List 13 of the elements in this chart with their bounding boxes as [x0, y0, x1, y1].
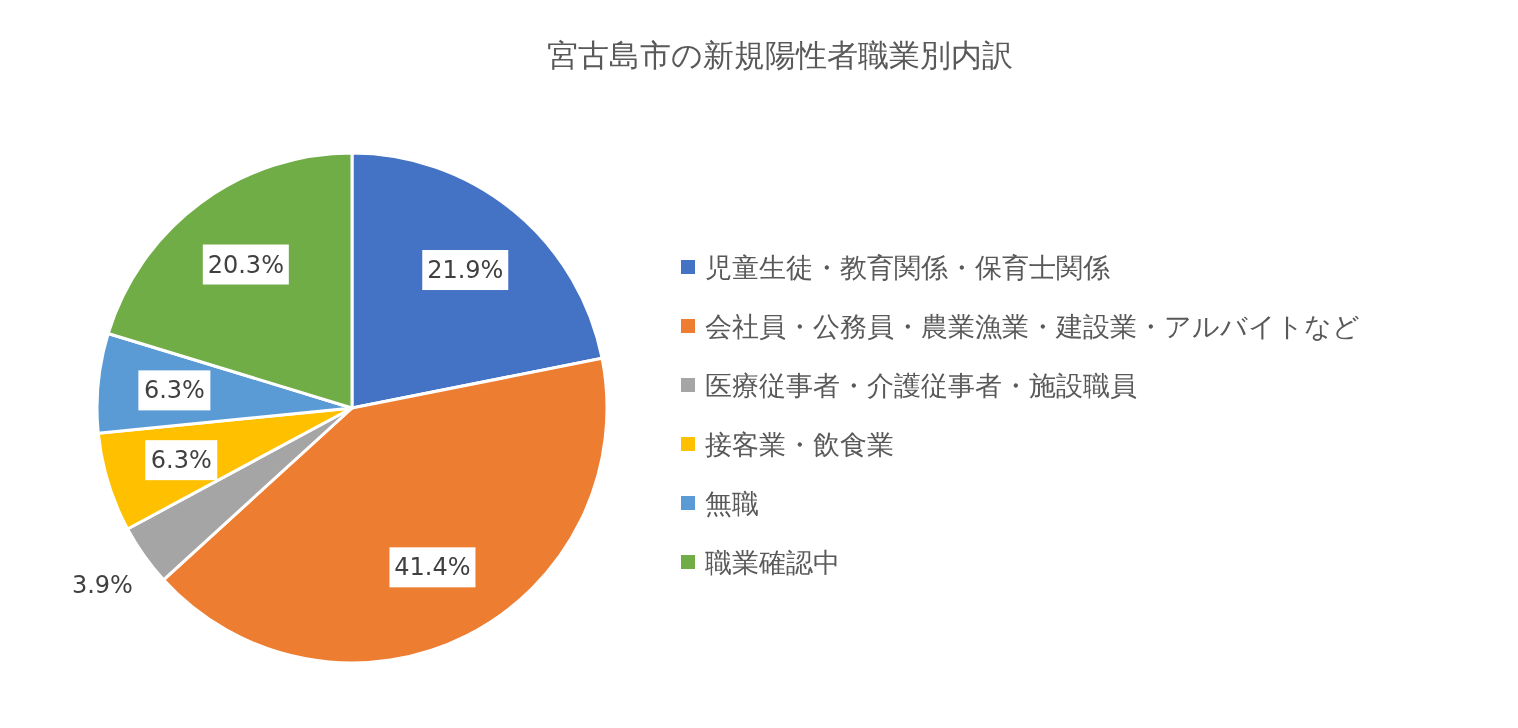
data-label: 3.9% [71, 570, 133, 599]
legend-label: 医療従事者・介護従事者・施設職員 [705, 369, 1137, 401]
legend-label: 職業確認中 [705, 546, 840, 578]
legend-label: 会社員・公務員・農業漁業・建設業・アルバイトなど [705, 310, 1360, 342]
data-label: 41.4% [394, 553, 471, 582]
data-label: 6.3% [143, 376, 205, 405]
data-label: 6.3% [150, 446, 212, 475]
legend-label: 接客業・飲食業 [705, 428, 894, 460]
legend-label: 無職 [705, 487, 759, 519]
legend-label: 児童生徒・教育関係・保育士関係 [705, 251, 1110, 283]
chart-title: 宮古島市の新規陽性者職業別内訳 [547, 37, 1013, 73]
data-label: 21.9% [427, 256, 504, 285]
data-label: 20.3% [207, 250, 284, 279]
